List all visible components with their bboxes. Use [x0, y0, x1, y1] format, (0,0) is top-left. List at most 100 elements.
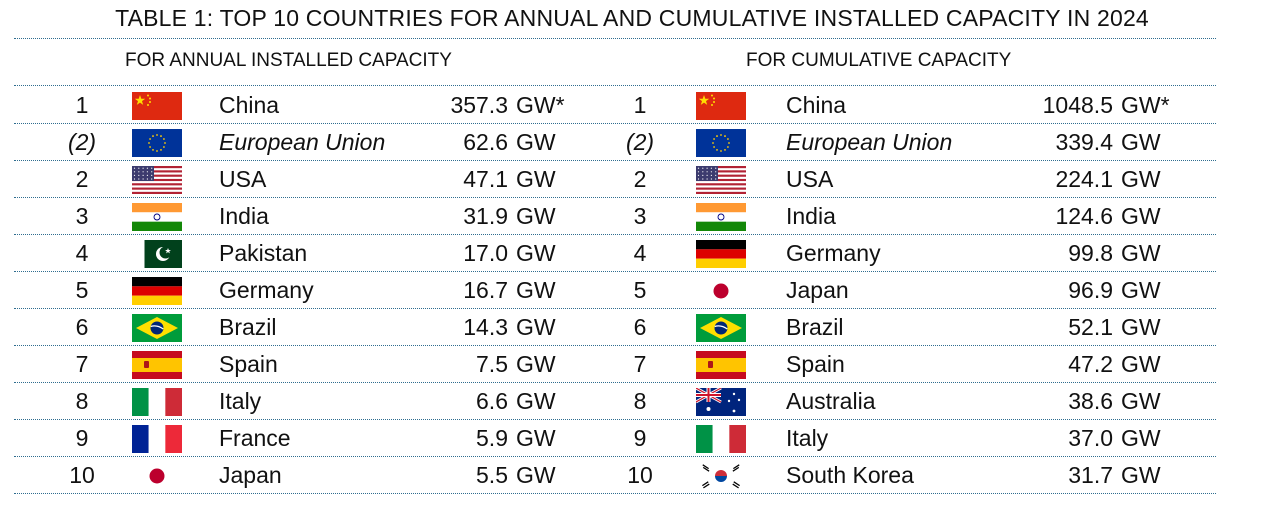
annual-capacity-unit: GW: [516, 129, 556, 155]
cumulative-country-name: European Union: [786, 129, 953, 155]
cumulative-country-name: Brazil: [786, 314, 844, 340]
eu-flag-icon: [696, 129, 746, 157]
annual-rank: 9: [75, 425, 89, 451]
cumulative-rank: 7: [633, 351, 647, 377]
annual-capacity-value: 6.6: [476, 388, 508, 414]
china-flag-icon: [132, 92, 182, 120]
capacity-table: 1 China 357.3 GW* 1 China 1048.5 GW* (2) Europe…: [0, 87, 1264, 494]
annual-capacity-value: 357.3: [450, 92, 508, 118]
japan-flag-icon: [132, 462, 182, 490]
annual-capacity-value: 16.7: [463, 277, 508, 303]
pakistan-flag-icon: [132, 240, 182, 268]
row-divider: [14, 456, 1216, 457]
annual-capacity-unit: GW: [516, 240, 556, 266]
row-divider: [14, 234, 1216, 235]
cumulative-capacity-unit: GW: [1121, 166, 1161, 192]
italy-flag-icon: [696, 425, 746, 453]
cumulative-capacity-value: 96.9: [1068, 277, 1113, 303]
annual-capacity-value: 7.5: [476, 351, 508, 377]
annual-capacity-unit: GW: [516, 166, 556, 192]
table-row: 9 France 5.9 GW 9 Italy 37.0 GW: [0, 420, 1264, 457]
germany-flag-icon: [132, 277, 182, 305]
south-korea-flag-icon: [696, 462, 746, 490]
usa-flag-icon: [696, 166, 746, 194]
annual-country-name: Germany: [219, 277, 314, 303]
cumulative-country-name: Germany: [786, 240, 881, 266]
annual-rank: 2: [75, 166, 89, 192]
cumulative-rank: 10: [627, 462, 653, 488]
table-row: 2 USA 47.1 GW 2 USA 224.1 GW: [0, 161, 1264, 198]
annual-capacity-value: 62.6: [463, 129, 508, 155]
annual-rank: 6: [75, 314, 89, 340]
annual-country-name: Brazil: [219, 314, 277, 340]
divider: [14, 85, 1216, 86]
annual-country-name: Italy: [219, 388, 262, 414]
table-row: 8 Italy 6.6 GW 8 Australia 38.6 GW: [0, 383, 1264, 420]
cumulative-country-name: South Korea: [786, 462, 914, 488]
india-flag-icon: [132, 203, 182, 231]
annual-capacity-value: 5.5: [476, 462, 508, 488]
row-divider: [14, 197, 1216, 198]
annual-capacity-unit: GW: [516, 203, 556, 229]
australia-flag-icon: [696, 388, 746, 416]
cumulative-capacity-value: 124.6: [1055, 203, 1113, 229]
brazil-flag-icon: [132, 314, 182, 342]
cumulative-capacity-value: 31.7: [1068, 462, 1113, 488]
cumulative-country-name: Spain: [786, 351, 845, 377]
usa-flag-icon: [132, 166, 182, 194]
cumulative-capacity-unit: GW: [1121, 277, 1161, 303]
annual-capacity-value: 5.9: [476, 425, 508, 451]
cumulative-capacity-value: 339.4: [1055, 129, 1113, 155]
cumulative-capacity-value: 224.1: [1055, 166, 1113, 192]
annual-capacity-value: 31.9: [463, 203, 508, 229]
spain-flag-icon: [696, 351, 746, 379]
cumulative-country-name: Australia: [786, 388, 876, 414]
cumulative-capacity-value: 99.8: [1068, 240, 1113, 266]
annual-rank: 4: [75, 240, 89, 266]
annual-capacity-unit: GW: [516, 351, 556, 377]
annual-country-name: Japan: [219, 462, 282, 488]
annual-country-name: Pakistan: [219, 240, 308, 266]
cumulative-country-name: USA: [786, 166, 834, 192]
table-row: 3 India 31.9 GW 3 India 124.6 GW: [0, 198, 1264, 235]
annual-capacity-unit: GW: [516, 277, 556, 303]
annual-country-name: India: [219, 203, 269, 229]
cumulative-capacity-unit: GW: [1121, 240, 1161, 266]
annual-country-name: France: [219, 425, 291, 451]
spain-flag-icon: [132, 351, 182, 379]
table-row: 6 Brazil 14.3 GW 6 Brazil 52.1 GW: [0, 309, 1264, 346]
table-row: 10 Japan 5.5 GW 10 South Korea 31.7 GW: [0, 457, 1264, 494]
row-divider: [14, 382, 1216, 383]
cumulative-capacity-unit: GW: [1121, 388, 1161, 414]
annual-rank: 1: [75, 92, 89, 118]
row-divider: [14, 160, 1216, 161]
germany-flag-icon: [696, 240, 746, 268]
cumulative-country-name: India: [786, 203, 836, 229]
cumulative-capacity-unit: GW*: [1121, 92, 1170, 118]
table-row: 7 Spain 7.5 GW 7 Spain 47.2 GW: [0, 346, 1264, 383]
cumulative-rank: (2): [625, 129, 655, 155]
row-divider: [14, 271, 1216, 272]
cumulative-rank: 8: [633, 388, 647, 414]
cumulative-capacity-value: 37.0: [1068, 425, 1113, 451]
table-row: (2) European Union 62.6 GW (2) European Union…: [0, 124, 1264, 161]
japan-flag-icon: [696, 277, 746, 305]
cumulative-rank: 4: [633, 240, 647, 266]
annual-heading: FOR ANNUAL INSTALLED CAPACITY: [125, 50, 452, 71]
cumulative-country-name: China: [786, 92, 847, 118]
row-divider: [14, 308, 1216, 309]
annual-country-name: Spain: [219, 351, 278, 377]
annual-capacity-unit: GW*: [516, 92, 565, 118]
annual-capacity-value: 47.1: [463, 166, 508, 192]
annual-rank: 3: [75, 203, 89, 229]
row-divider: [14, 123, 1216, 124]
annual-capacity-unit: GW: [516, 462, 556, 488]
cumulative-rank: 2: [633, 166, 647, 192]
cumulative-country-name: Italy: [786, 425, 829, 451]
cumulative-capacity-unit: GW: [1121, 314, 1161, 340]
table-row: 4 Pakistan 17.0 GW 4 Germany 99.8 GW: [0, 235, 1264, 272]
cumulative-rank: 6: [633, 314, 647, 340]
cumulative-capacity-value: 52.1: [1068, 314, 1113, 340]
annual-rank: 8: [75, 388, 89, 414]
row-divider: [14, 419, 1216, 420]
